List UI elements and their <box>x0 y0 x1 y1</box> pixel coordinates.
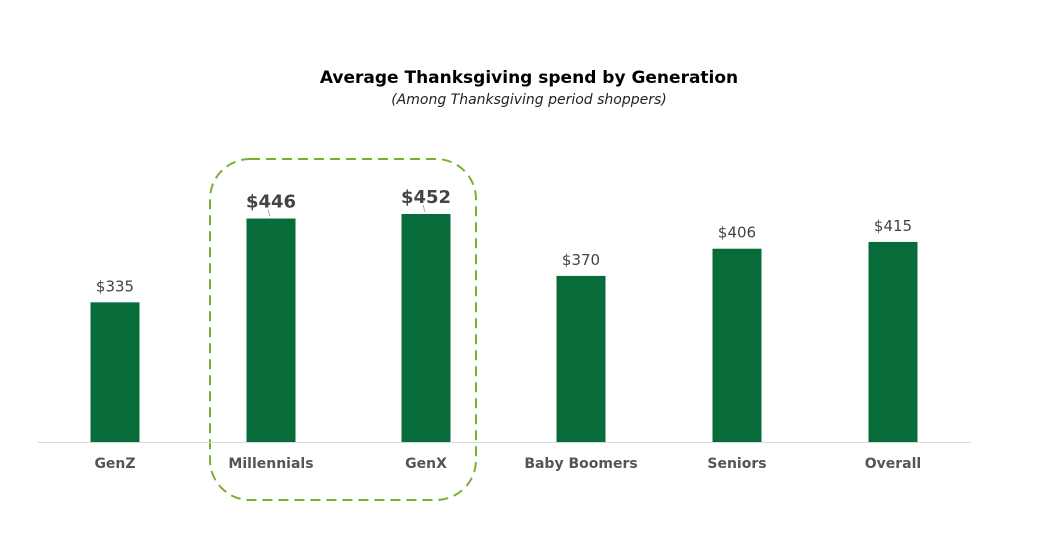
bar-overall <box>868 241 918 442</box>
bar-baby-boomers <box>556 275 606 442</box>
category-label: GenZ <box>94 456 135 472</box>
category-label: Baby Boomers <box>524 456 637 472</box>
value-label-leader <box>422 204 426 213</box>
value-label-leader <box>267 209 271 217</box>
value-label: $370 <box>562 251 600 269</box>
bar-genx <box>401 214 451 442</box>
value-label: $406 <box>718 224 756 242</box>
category-label: Seniors <box>707 456 766 472</box>
highlight-box <box>209 158 477 501</box>
category-label: GenX <box>405 456 447 472</box>
bar-millennials <box>246 218 296 442</box>
value-label: $452 <box>401 187 451 208</box>
category-label: Overall <box>865 456 921 472</box>
bar-seniors <box>712 248 762 442</box>
value-label: $446 <box>246 192 296 213</box>
bar-genz <box>90 302 140 442</box>
chart-title: Average Thanksgiving spend by Generation <box>319 68 739 88</box>
value-label: $335 <box>96 277 134 295</box>
chart-subtitle: (Among Thanksgiving period shoppers) <box>391 92 667 108</box>
category-label: Millennials <box>228 456 313 472</box>
value-label: $415 <box>874 217 912 235</box>
